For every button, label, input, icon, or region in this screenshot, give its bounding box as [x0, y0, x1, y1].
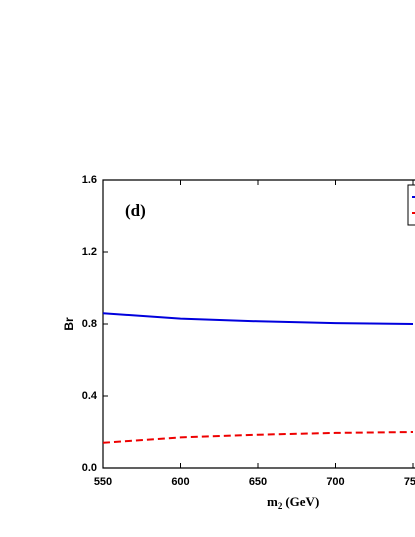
x-axis-label: m2 (GeV) — [267, 494, 319, 511]
series-line — [102, 431, 414, 444]
x-tick-label: 550 — [94, 476, 112, 488]
y-tick-label: 0.0 — [82, 462, 97, 474]
y-tick-label: 1.2 — [82, 246, 97, 258]
y-tick-label: 0.8 — [82, 318, 97, 330]
y-tick-label: 0.4 — [82, 390, 98, 402]
x-tick-label: 750 — [404, 476, 415, 488]
annotation: (d) — [125, 201, 146, 220]
y-axis-label: Br — [62, 317, 76, 331]
series-line — [102, 312, 414, 325]
x-tick-label: 600 — [171, 476, 189, 488]
x-tick-label: 700 — [326, 476, 344, 488]
x-tick-label: 650 — [249, 476, 267, 488]
legend-box — [407, 184, 415, 226]
y-tick-label: 1.6 — [82, 174, 97, 186]
